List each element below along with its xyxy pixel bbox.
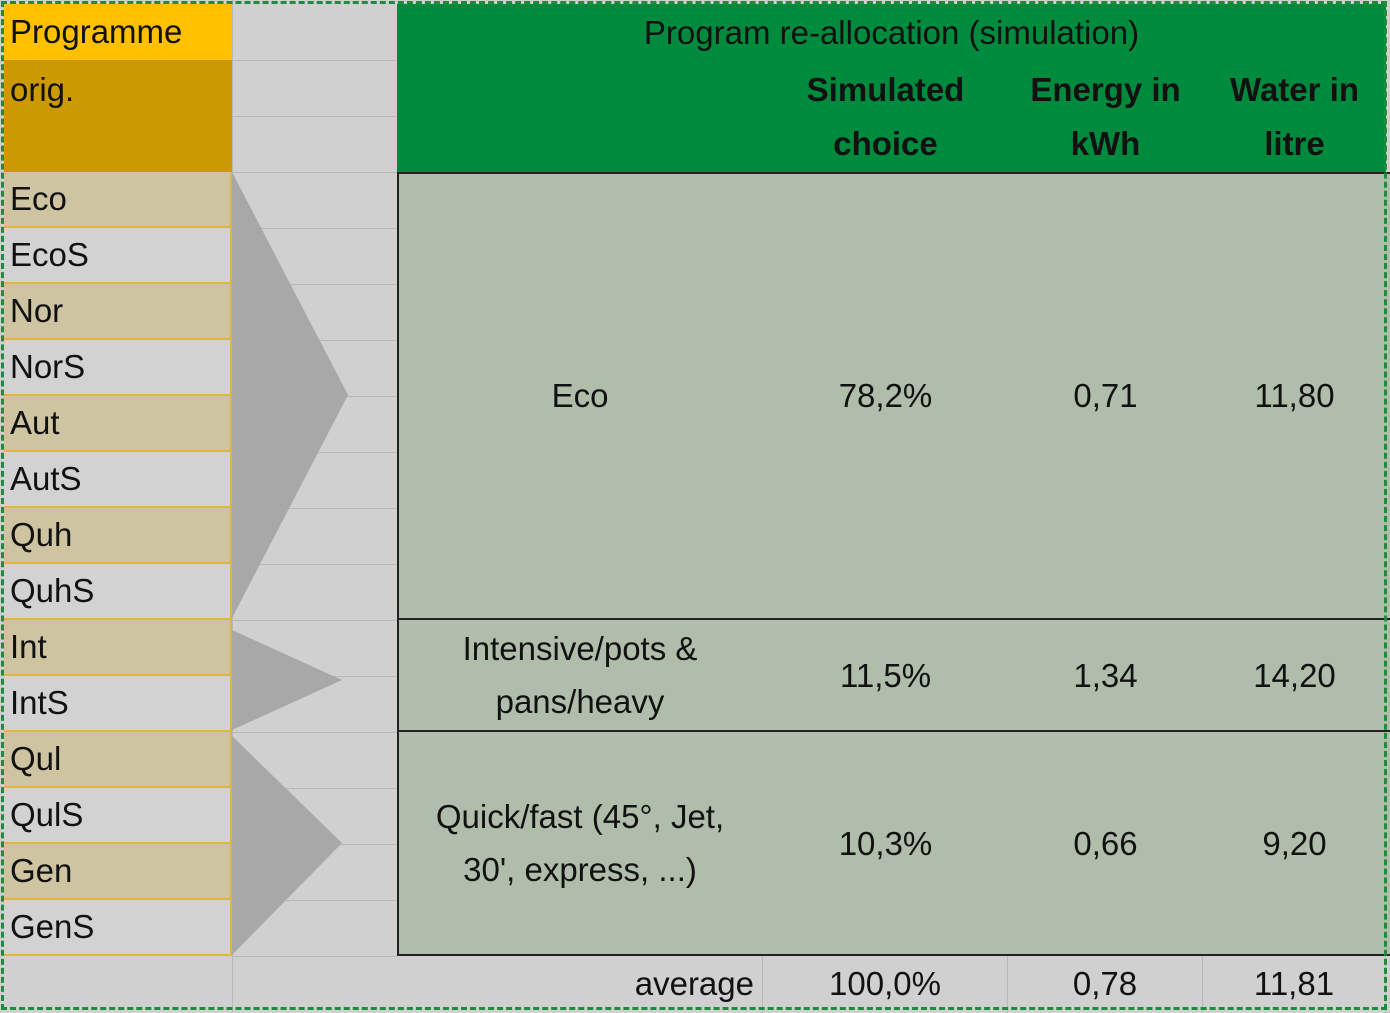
average-value: 0,78 (1008, 956, 1203, 1013)
arrow (232, 736, 342, 955)
group-value: 0,66 (1073, 824, 1138, 862)
grid-line (232, 564, 397, 565)
grid-line (232, 508, 397, 509)
programme-cell: Eco (4, 172, 232, 228)
header-cell: Programme (4, 4, 232, 60)
group-bg (397, 172, 1390, 620)
programme-cell: GenS (4, 900, 232, 956)
grid-line (232, 956, 397, 957)
grid-line (232, 900, 397, 901)
group-value: 1,34 (1073, 656, 1138, 694)
programme-cell: Nor (4, 284, 232, 340)
programme-cell: Gen (4, 844, 232, 900)
group-value: 11,5% (839, 656, 932, 694)
group-label: Quick/fast (45°, Jet, 30', express, ...) (435, 798, 725, 888)
programme-cell: QulS (4, 788, 232, 844)
group-value: 14,20 (1253, 656, 1336, 694)
programme-cell: QuhS (4, 564, 232, 620)
grid-line (232, 732, 397, 733)
column-header: Energy in kWh (1030, 70, 1181, 162)
group-bg (397, 620, 1390, 732)
grid-line (232, 620, 397, 621)
grid-line (232, 284, 397, 285)
grid-line (232, 116, 397, 117)
arrow (232, 630, 342, 730)
programme-cell: Aut (4, 396, 232, 452)
grid-line (232, 60, 397, 61)
header-cell: orig. (4, 60, 232, 172)
grid-line (232, 788, 397, 789)
group-value: 0,71 (1073, 376, 1138, 414)
average-value: 11,81 (1203, 956, 1386, 1013)
column-header: Water in litre (1230, 70, 1359, 162)
programme-cell: Qul (4, 732, 232, 788)
group-bg (397, 732, 1390, 956)
programme-cell: AutS (4, 452, 232, 508)
programme-cell: NorS (4, 340, 232, 396)
average-label: average (397, 956, 763, 1013)
programme-cell: Int (4, 620, 232, 676)
average-value: 100,0% (763, 956, 1008, 1013)
group-value: 10,3% (838, 824, 933, 862)
arrow (232, 172, 348, 618)
group-value: 11,80 (1254, 376, 1335, 414)
group-value: 9,20 (1262, 824, 1327, 862)
programme-cell: Quh (4, 508, 232, 564)
group-label: Intensive/pots & pans/heavy (462, 630, 698, 720)
grid-line (232, 172, 397, 173)
header-title: Program re-allocation (simulation) (643, 13, 1140, 51)
programme-cell: IntS (4, 676, 232, 732)
column-header: Simulated choice (806, 70, 965, 162)
grid-line (232, 228, 397, 229)
group-label: Eco (551, 376, 609, 414)
programme-cell: EcoS (4, 228, 232, 284)
header-bg (397, 4, 1386, 172)
group-value: 78,2% (838, 376, 933, 414)
